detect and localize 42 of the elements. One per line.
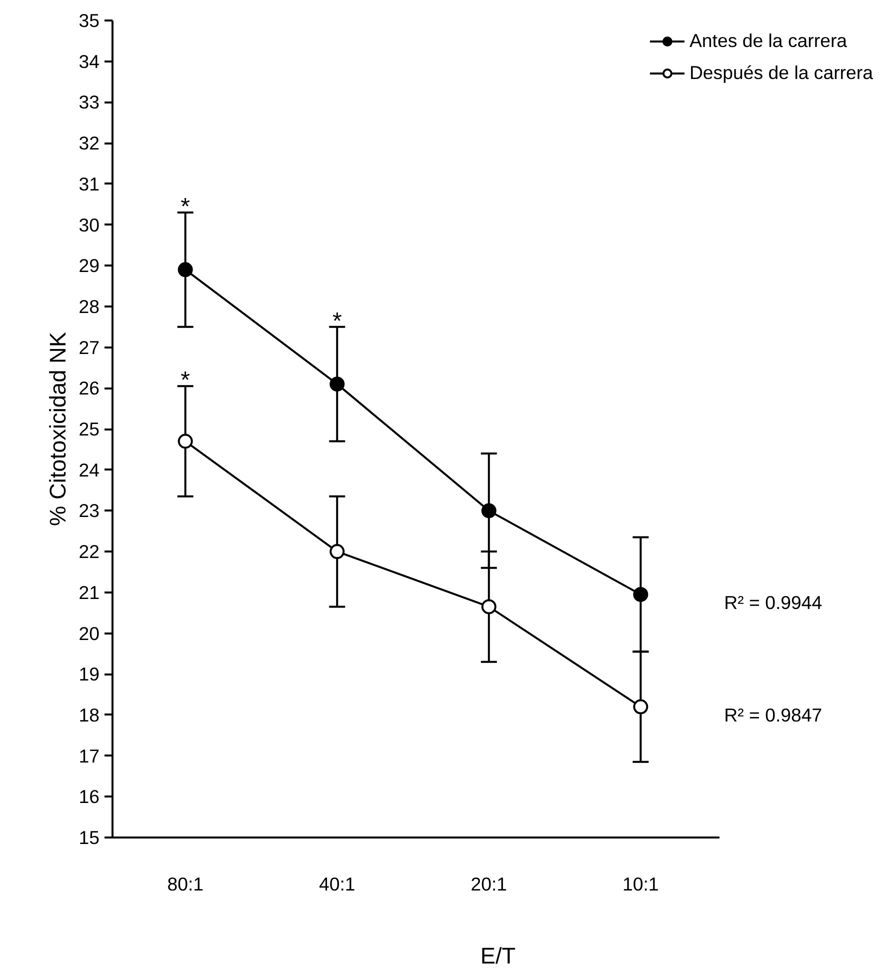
legend-label: Después de la carrera (689, 62, 873, 84)
point (178, 262, 193, 278)
annotation: * (180, 193, 190, 220)
y-tick-label: 34 (78, 50, 100, 72)
y-tick-label: 15 (78, 827, 100, 848)
text: R² = 0.9944 (724, 592, 822, 613)
y-tick-label: 35 (78, 10, 100, 31)
y-tick-label: 31 (78, 173, 100, 194)
y-tick-label: 30 (78, 214, 100, 236)
y-tick-label: 20 (78, 622, 100, 644)
y-tick-label: 25 (78, 418, 100, 440)
point (330, 544, 345, 560)
x-tick-label: 20:1 (470, 874, 508, 894)
y-tick-label: 32 (78, 132, 100, 154)
y-tick-label: 18 (78, 704, 100, 726)
y-tick-label: 26 (78, 378, 100, 399)
point (330, 376, 345, 392)
y-tick-label: 27 (78, 336, 100, 358)
point (481, 599, 496, 614)
y-tick-label: 24 (78, 459, 100, 480)
y-tick-label: 23 (78, 500, 100, 522)
x-tick-label: 10:1 (622, 874, 659, 894)
y-tick-label: 28 (78, 296, 100, 317)
y-tick-label: 33 (78, 92, 100, 113)
x-tick-label: 80:1 (167, 874, 204, 894)
legend-label: Antes de la carrera (689, 30, 848, 52)
annotation: * (180, 367, 190, 394)
text: R² = 0.9847 (724, 704, 822, 726)
x-axis-title: E/T (480, 942, 516, 968)
annotation: * (332, 308, 342, 335)
y-tick-label: 17 (78, 745, 100, 766)
y-tick-label: 29 (78, 255, 100, 276)
point (633, 699, 648, 714)
y-axis-title: % Citotoxicidad NK (44, 332, 71, 526)
y-tick-label: 19 (78, 664, 100, 685)
point (178, 434, 193, 449)
y-tick-label: 21 (78, 582, 100, 603)
y-tick-label: 16 (78, 786, 100, 808)
point (633, 586, 648, 602)
y-tick-label: 22 (78, 541, 100, 562)
point (481, 503, 496, 518)
x-tick-label: 40:1 (318, 874, 356, 894)
